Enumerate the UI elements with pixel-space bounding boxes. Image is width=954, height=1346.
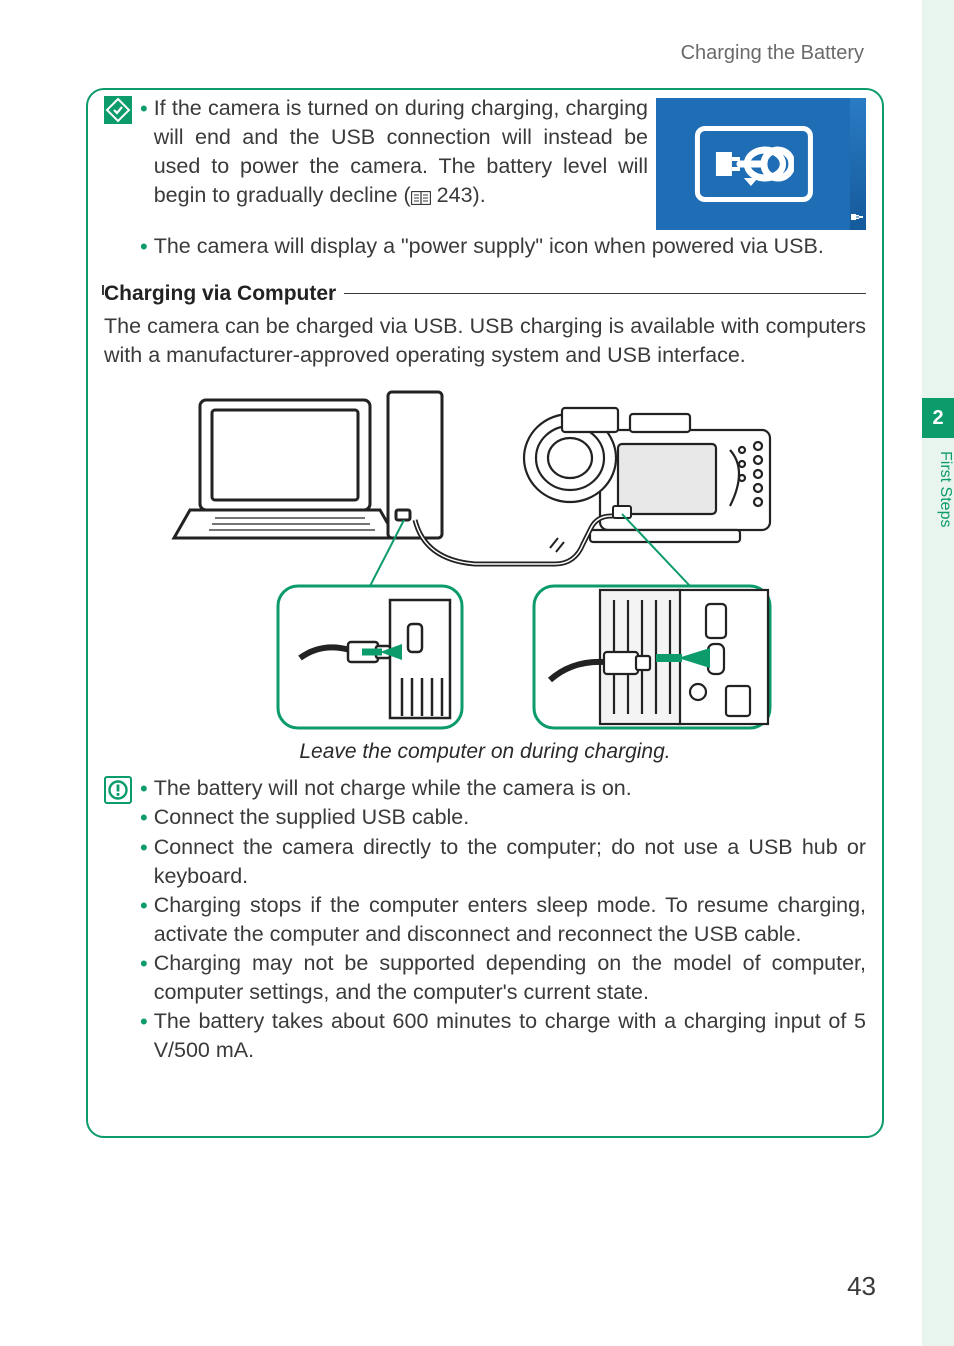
divider-line	[344, 293, 866, 295]
warning-text: Charging stops if the computer enters sl…	[154, 891, 866, 949]
note-1-text: If the camera is turned on during chargi…	[154, 94, 648, 213]
laptop-icon	[174, 400, 396, 538]
small-plug-icon	[850, 210, 864, 224]
top-note-row: • If the camera is turned on during char…	[104, 94, 866, 230]
usb-charging-diagram	[170, 390, 800, 734]
page-ref-icon	[411, 184, 431, 213]
warning-item: •The battery takes about 600 minutes to …	[140, 1007, 866, 1065]
warning-block: •The battery will not charge while the c…	[104, 774, 866, 1066]
section-divider: Charging via Computer	[104, 282, 866, 306]
side-tab-bg-top	[922, 0, 954, 398]
warning-item: •Connect the supplied USB cable.	[140, 803, 866, 833]
section-body: The camera can be charged via USB. USB c…	[104, 312, 866, 370]
callout-computer-port	[278, 586, 462, 728]
warning-item: •Connect the camera directly to the comp…	[140, 833, 866, 891]
power-supply-illustration	[656, 98, 866, 230]
top-note-text: • If the camera is turned on during char…	[140, 94, 648, 230]
page-number: 43	[847, 1271, 876, 1302]
note-item-2: • The camera will display a "power suppl…	[140, 232, 866, 262]
computer-tower-icon	[388, 392, 442, 538]
side-tab-bg-bottom	[922, 438, 954, 1346]
note-icon	[104, 96, 132, 124]
warning-text: Connect the camera directly to the compu…	[154, 833, 866, 891]
warning-text: Connect the supplied USB cable.	[154, 803, 866, 833]
bullet-icon: •	[140, 94, 148, 213]
chapter-label: First Steps	[922, 445, 954, 527]
warning-list: •The battery will not charge while the c…	[140, 774, 866, 1066]
callout-camera-port	[534, 586, 770, 728]
caution-icon	[104, 776, 132, 804]
page-section-title: Charging the Battery	[681, 42, 864, 65]
diagram-caption: Leave the computer on during charging.	[104, 740, 866, 764]
note-item-1: • If the camera is turned on during char…	[140, 94, 648, 213]
bullet-icon: •	[140, 949, 148, 1007]
bullet-icon: •	[140, 232, 148, 262]
bullet-icon: •	[140, 891, 148, 949]
chapter-number-badge: 2	[922, 398, 954, 438]
warning-text: The battery takes about 600 minutes to c…	[154, 1007, 866, 1065]
warning-item: •Charging stops if the computer enters s…	[140, 891, 866, 949]
warning-text: The battery will not charge while the ca…	[154, 774, 866, 804]
warning-item: •The battery will not charge while the c…	[140, 774, 866, 804]
warning-item: •Charging may not be supported depending…	[140, 949, 866, 1007]
warning-text: Charging may not be supported depending …	[154, 949, 866, 1007]
page-ref: 243).	[431, 183, 486, 207]
side-tab: 2 First Steps	[922, 0, 954, 1346]
content-frame: • If the camera is turned on during char…	[86, 88, 884, 1138]
camera-icon	[524, 408, 770, 542]
bullet-icon: •	[140, 1007, 148, 1065]
bullet-icon: •	[140, 774, 148, 804]
bullet-icon: •	[140, 833, 148, 891]
bullet-icon: •	[140, 803, 148, 833]
section-title: Charging via Computer	[104, 282, 344, 306]
note-2-text: The camera will display a "power supply"…	[154, 232, 866, 262]
plug-loop-icon	[714, 140, 794, 188]
